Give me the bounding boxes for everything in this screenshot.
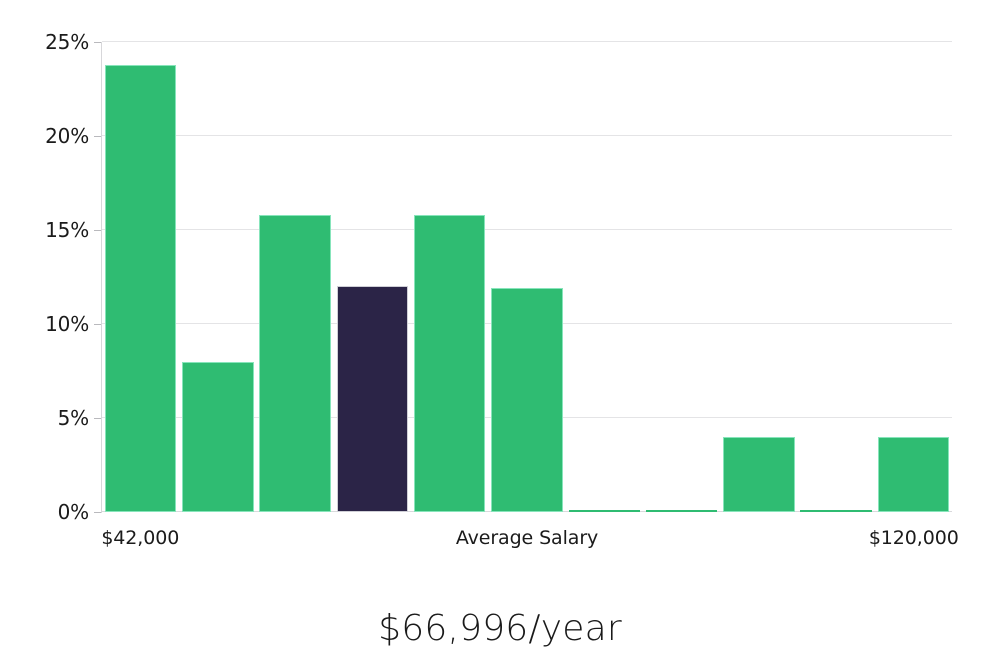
gridline-15pct	[102, 229, 952, 230]
bar-5[interactable]	[491, 288, 563, 512]
x-axis-title: Average Salary	[455, 527, 599, 549]
y-axis: 0% 5% 10% 15% 20% 25%	[45, 30, 102, 524]
bar-10[interactable]	[877, 436, 950, 512]
y-tick-label-15pct: 15%	[45, 218, 89, 242]
bar-4[interactable]	[413, 214, 486, 512]
bar-6[interactable]	[568, 510, 640, 512]
y-tick-label-20pct: 20%	[45, 124, 89, 148]
gridline-20pct	[102, 135, 952, 136]
bar-3[interactable]	[336, 286, 409, 512]
bar-0[interactable]	[104, 64, 177, 512]
y-tick-mark-5pct	[94, 418, 101, 419]
bar-1[interactable]	[182, 361, 254, 512]
y-tick-mark-25pct	[94, 42, 101, 43]
average-salary-caption: $66,996/year	[378, 608, 622, 649]
x-tick-label-0: $42,000	[101, 527, 180, 549]
bar-8[interactable]	[723, 436, 795, 512]
bar-7[interactable]	[645, 510, 718, 512]
y-tick-mark-15pct	[94, 230, 101, 231]
x-axis-labels: $42,000 Average Salary $120,000	[101, 527, 958, 557]
y-tick-mark-0pct	[94, 512, 101, 513]
x-tick-label-2: $120,000	[868, 527, 959, 549]
y-tick-label-10pct: 10%	[45, 312, 89, 336]
y-tick-label-5pct: 5%	[57, 406, 90, 430]
bar-9[interactable]	[800, 510, 872, 512]
y-tick-label-0pct: 0%	[57, 500, 90, 524]
y-tick-mark-10pct	[94, 324, 101, 325]
y-tick-mark-20pct	[94, 136, 101, 137]
gridline-25pct	[102, 41, 952, 42]
bar-2[interactable]	[259, 214, 331, 512]
plot-area	[102, 41, 952, 512]
y-tick-label-25pct: 25%	[45, 30, 89, 54]
